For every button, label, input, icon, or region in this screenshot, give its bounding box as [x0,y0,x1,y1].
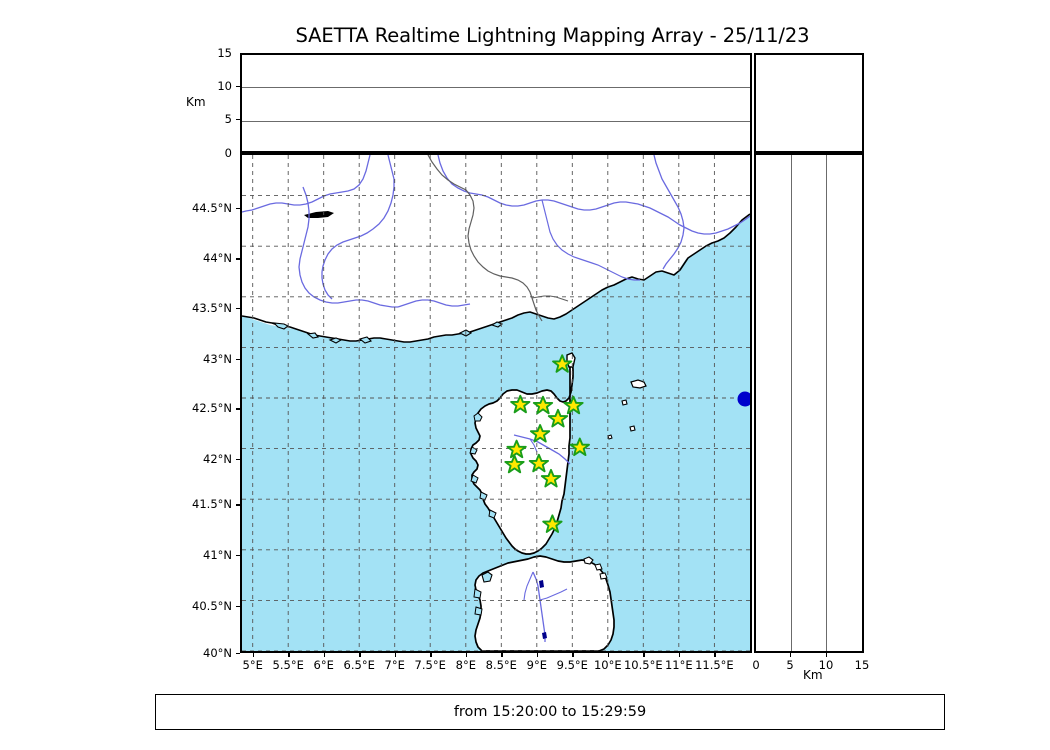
lat-tick-41: 41°N [203,548,232,562]
lon-tickmark-10 [607,653,610,657]
lightning-source-marker [737,391,750,407]
station-marker [552,354,573,373]
altitude-tickmark-5 [236,119,240,121]
profile-tick-15: 15 [854,658,870,672]
station-marker [529,424,551,443]
lat-tickmark-40-5 [236,605,240,607]
lon-tickmark-11 [678,653,681,657]
station-marker [506,439,527,459]
lon-tick-5-5: 5.5°E [272,658,304,672]
page-title: SAETTA Realtime Lightning Mapping Array … [295,24,810,47]
lon-tick-6-5: 6.5°E [343,658,375,672]
station-markers-layer [504,354,590,533]
lat-tick-40-5: 40.5°N [192,598,232,613]
lon-tick-11-5: 11.5°E [695,658,734,672]
lat-tickmark-44 [236,258,240,260]
lon-tickmark-6-5 [359,653,361,657]
station-marker [510,394,531,414]
lat-tickmark-41 [236,555,240,557]
lon-tick-7: 7°E [384,658,405,672]
lon-tickmark-8-5 [501,653,503,657]
profile-gridline-5 [790,155,792,651]
altitude-tickmark-10 [236,86,240,88]
lon-tick-8: 8°E [455,658,476,672]
lon-tickmark-5-5 [288,653,290,657]
station-marker [540,468,562,488]
lon-tick-10: 10°E [593,658,622,672]
lon-tick-6: 6°E [313,658,334,672]
lat-tick-43: 43°N [203,351,232,366]
altitude-profile-panel[interactable] [754,153,864,653]
altitude-time-panel[interactable] [240,53,752,153]
lon-tick-9: 9°E [526,658,547,672]
station-marker [528,453,550,473]
altitude-axis-label: Km [186,95,206,109]
lon-tick-11: 11°E [664,658,693,672]
lon-tickmark-11-5 [714,653,716,657]
lat-tickmark-42 [236,458,240,461]
lat-tickmark-41-5 [236,504,240,506]
profile-tick-0: 0 [752,658,760,672]
profile-gridline-10 [826,155,828,651]
lat-tick-44: 44°N [203,251,232,266]
status-text: from 15:20:00 to 15:29:59 [453,704,647,720]
profile-tick-5: 5 [786,658,794,672]
lat-tick-43-5: 43.5°N [192,301,232,315]
profile-tickmark-5 [790,653,792,657]
lat-tickmark-40 [236,653,240,655]
profile-tickmark-10 [826,653,828,657]
lon-tickmark-8 [465,653,468,657]
lat-tickmark-44-5 [236,207,240,210]
station-marker [569,437,590,457]
lon-tickmark-9 [536,653,539,657]
map-panel[interactable] [240,153,752,653]
station-marker [504,454,525,474]
station-marker [532,395,554,415]
lon-tickmark-5 [252,653,255,657]
lat-tickmark-43-5 [236,308,240,310]
altitude-tick-15: 15 [217,46,232,60]
altitude-gridline-5 [242,120,750,122]
station-marker [542,514,563,533]
altitude-tick-10: 10 [217,79,232,93]
lon-tickmark-7-5 [430,653,432,657]
lat-tick-41-5: 41.5°N [192,497,232,512]
map-graphic [242,155,750,651]
lat-tick-42-5: 42.5°N [192,401,232,416]
status-bar: from 15:20:00 to 15:29:59 [155,694,945,730]
lat-tick-42: 42°N [203,451,232,466]
lon-tickmark-9-5 [572,653,574,657]
lon-tick-9-5: 9.5°E [556,658,588,672]
lat-tickmark-43 [236,358,240,360]
corner-panel [754,53,864,153]
lon-tick-8-5: 8.5°E [485,658,517,672]
altitude-gridline-10 [242,87,750,89]
altitude-tick-0: 0 [224,146,232,160]
lon-tick-10-5: 10.5°E [623,658,663,672]
station-marker [563,395,584,415]
profile-tick-10: 10 [818,658,834,672]
lon-tick-7-5: 7.5°E [414,658,446,672]
lat-tick-44-5: 44.5°N [192,200,232,215]
lon-tickmark-7 [394,653,397,657]
lon-tickmark-10-5 [643,653,645,657]
lon-tickmark-6 [323,653,326,657]
lon-tick-5: 5°E [242,658,263,672]
lat-tickmark-42-5 [236,408,240,410]
altitude-tick-5: 5 [224,112,232,126]
lat-tick-40: 40°N [203,646,232,660]
station-marker [547,408,569,428]
profile-axis-label: Km [803,668,823,682]
